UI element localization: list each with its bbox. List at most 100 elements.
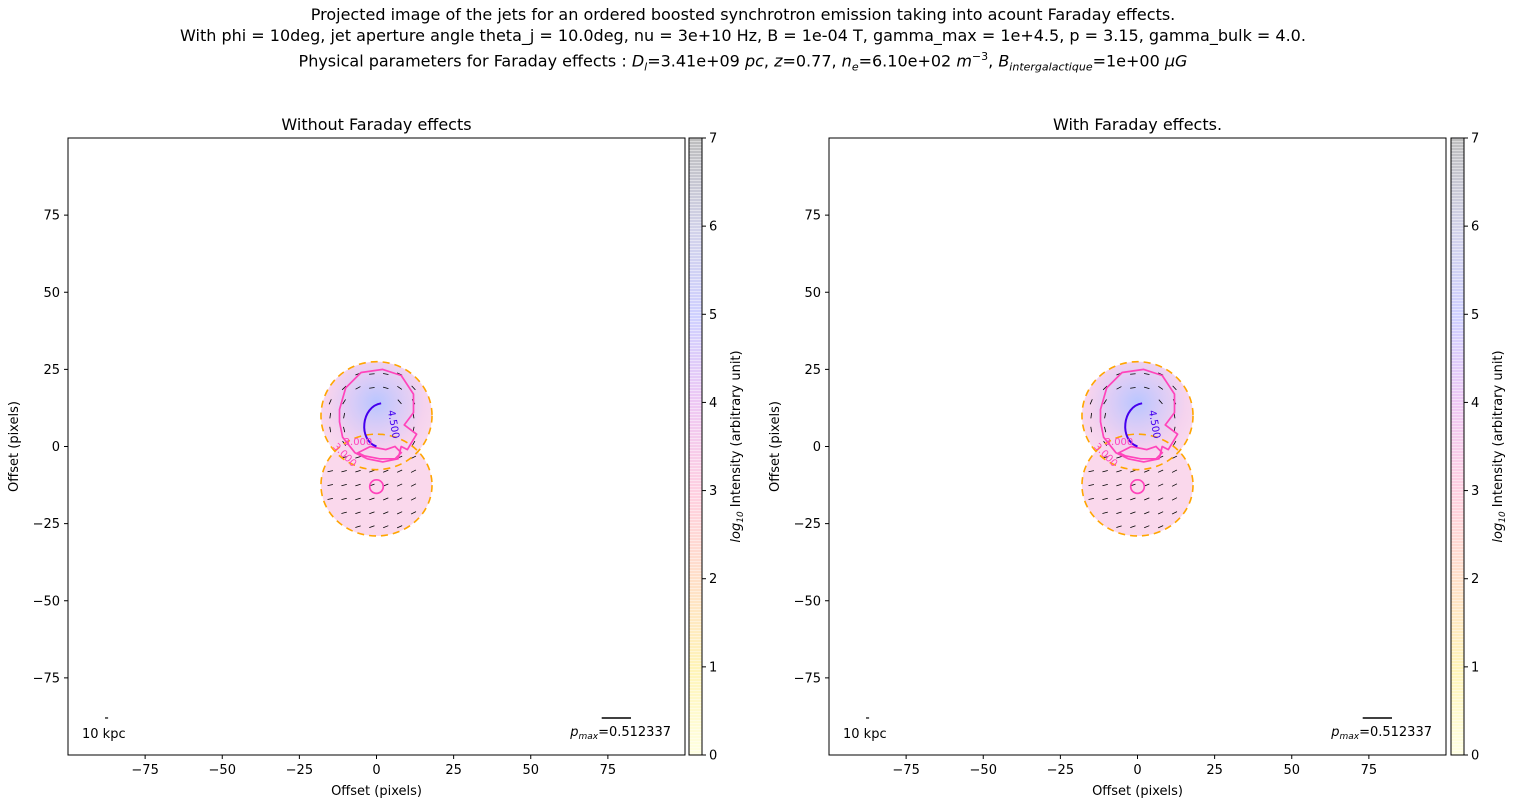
pmax-label: pmax=0.512337 [1330,725,1432,742]
polarization-vector [1157,497,1164,501]
x-tick-label: 25 [445,763,462,778]
polarization-vector [383,525,389,529]
colorbar-tick-label: 1 [709,660,717,675]
dl-value: =3.41e+09 [647,51,745,71]
panel-1: Without Faraday effects4.5003.0003.000−7… [7,115,746,799]
y-tick-label: −75 [794,671,821,686]
polarization-vector [410,511,417,515]
dl-unit: pc [744,51,764,71]
blue-contour [1124,402,1143,448]
polarization-vector [1102,497,1108,501]
polarization-vector [382,386,389,389]
contour-label: 4.500 [1146,409,1162,439]
x-tick-label: −50 [970,763,997,778]
polarization-vector [1116,483,1122,487]
colorbar-tick-label: 1 [1471,660,1479,675]
colorbar-tick-label: 0 [1471,749,1479,764]
x-tick-label: 25 [1206,763,1223,778]
y-tick-label: 75 [43,209,60,224]
x-axis: −75 −50 −25 0 25 50 75 [131,755,616,778]
polarization-vector [1157,469,1164,473]
colorbar-tick-label: 7 [1471,132,1479,147]
polarization-vector [1144,469,1150,473]
polarization-vector [369,511,375,515]
suptitle-line-3: Physical parameters for Faraday effects … [298,50,1188,74]
polarization-vector [341,470,347,473]
x-tick-label: 75 [600,763,617,778]
polarization-vector [1143,373,1150,375]
polarization-vector [341,511,347,514]
polarization-vector [1130,387,1136,389]
polarization-vector [1102,470,1108,473]
polarization-vector [383,511,389,515]
polarization-vector [369,373,375,375]
y-tick-label: −75 [33,671,60,686]
polarization-vector [328,399,332,405]
polarization-vector [329,426,332,433]
polarization-vector [1104,412,1107,419]
colorbar-banding [1451,138,1464,755]
colorbar-tick-label: 3 [709,484,717,499]
polarization-vector [396,497,403,501]
polarization-vector [396,525,403,529]
polarization-vector [410,469,417,473]
colorbar-label: log10 Intensity (arbitrary unit) [729,350,746,542]
dl-subscript: l [644,60,648,74]
polarization-vector [1116,456,1122,459]
colorbar-label: log10 Intensity (arbitrary unit) [1491,350,1508,542]
colorbar: 0 1 2 3 4 5 6 7 log10 Intensity (arbitrary unit) [688,132,746,764]
polarization-vector [1171,511,1178,515]
polarization-vector [1103,399,1107,405]
z-symbol: z [774,51,783,71]
polarization-vector [341,497,347,501]
colorbar-tick-label: 7 [709,132,717,147]
colorbar-banding [689,138,702,755]
polarization-vector [383,497,389,501]
colorbar-tick-label: 4 [1471,396,1479,411]
x-tick-label: 75 [1361,763,1378,778]
y-tick-label: −25 [33,517,60,532]
polarization-vector [369,387,375,389]
polarization-vector [1157,511,1164,515]
polarization-vector [1171,483,1178,487]
polarization-vector [1130,525,1136,528]
x-tick-label: −25 [286,763,313,778]
b-unit: μG [1164,51,1188,71]
main-jet-lobe [320,361,433,470]
polarization-vector [396,511,403,515]
polarization-vector [410,497,417,501]
polarization-vector [382,373,389,375]
colorbar-tick-label: 4 [709,396,717,411]
contour-label: 3.000 [344,437,373,448]
y-axis: −75 −50 −25 0 25 50 75 [794,209,829,686]
polarization-vector [1130,469,1136,473]
polarization-vector [327,484,333,487]
polarization-vector [342,399,346,405]
b-value: =1e+00 [1092,51,1165,71]
polarization-vector [396,469,403,473]
colorbar-frame [1450,137,1465,756]
polarization-vector [1172,440,1177,446]
x-tick-label: −75 [131,763,158,778]
contour-label: 4.500 [385,409,401,439]
polarization-vector [1088,470,1094,473]
x-tick-label: −25 [1047,763,1074,778]
polarization-vector [1116,386,1122,390]
contour-label: 3.000 [1105,437,1134,448]
polarization-vector [329,412,331,419]
polarization-vector [1102,385,1108,391]
y-tick-label: −50 [33,594,60,609]
x-axis: −75 −50 −25 0 25 50 75 [892,755,1377,778]
y-axis-label: Offset (pixels) [768,401,783,492]
colorbar-tick-label: 5 [1471,308,1479,323]
polarization-vector [1143,386,1150,389]
colorbar-tick-label: 2 [709,572,717,587]
polarization-vector [1089,399,1093,405]
polarization-vector [327,470,333,473]
b-subscript: intergalactique [1009,60,1093,74]
polarization-vector [1088,498,1094,500]
polarization-vector [369,497,375,501]
polarization-vector [1158,399,1163,405]
x-tick-label: −75 [892,763,919,778]
